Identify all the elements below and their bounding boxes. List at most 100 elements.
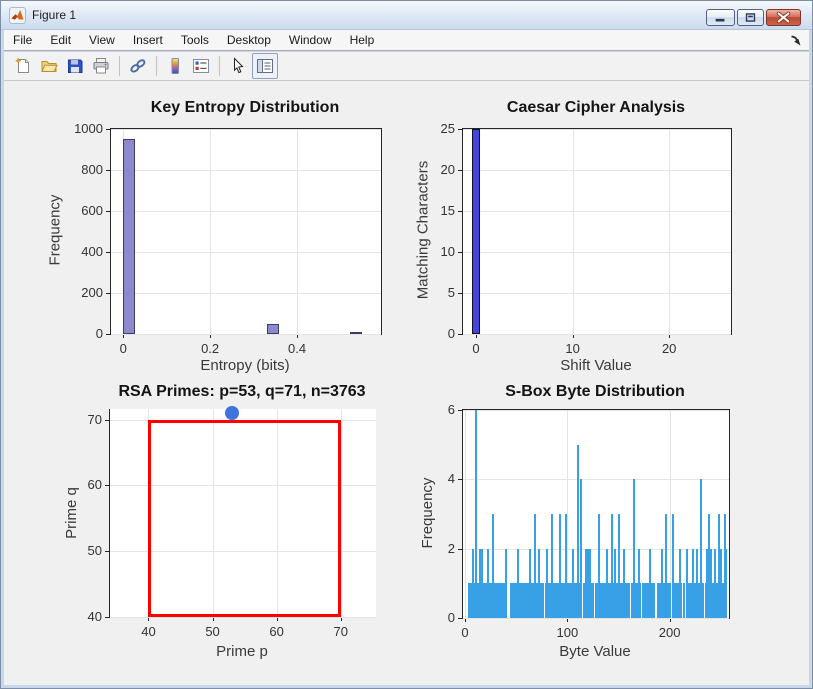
x-tick-label: 0.2	[201, 341, 220, 356]
data-bar	[674, 583, 677, 618]
data-bar	[638, 548, 641, 618]
y-tick	[105, 551, 110, 553]
data-bar	[723, 583, 726, 618]
data-bar	[705, 548, 708, 618]
save-figure-button[interactable]	[63, 54, 87, 78]
data-bar	[710, 548, 713, 618]
data-bar	[551, 514, 554, 618]
new-figure-button[interactable]	[11, 54, 35, 78]
data-bar	[510, 583, 513, 618]
y-gridline	[463, 211, 731, 212]
y-gridline	[463, 410, 729, 411]
edit-plot-button[interactable]	[226, 54, 250, 78]
title-bar[interactable]: Figure 1	[1, 1, 812, 30]
menu-bar: File Edit View Insert Tools Desktop Wind…	[4, 30, 809, 51]
legend-icon	[193, 59, 209, 73]
data-bar	[569, 583, 572, 618]
menu-window[interactable]: Window	[288, 33, 332, 47]
x-tick	[212, 617, 214, 621]
x-gridline	[669, 410, 671, 618]
menu-desktop[interactable]: Desktop	[226, 33, 271, 47]
y-axis-label: Frequency	[419, 477, 436, 549]
data-bar	[494, 583, 497, 618]
minimize-button[interactable]	[706, 9, 735, 26]
data-bar	[712, 583, 715, 618]
x-tick-label: 0	[461, 625, 469, 640]
data-bar	[559, 583, 562, 618]
menu-edit[interactable]: Edit	[50, 33, 72, 47]
y-gridline	[110, 617, 376, 618]
y-gridline	[111, 293, 381, 294]
print-figure-button[interactable]	[89, 54, 113, 78]
y-tick	[106, 293, 111, 294]
y-tick	[105, 419, 110, 421]
data-bar	[489, 583, 492, 618]
data-bar	[587, 548, 590, 618]
y-gridline	[111, 334, 381, 335]
x-tick	[123, 334, 125, 338]
data-bar	[610, 514, 613, 618]
link-plot-button[interactable]	[126, 54, 150, 78]
close-button[interactable]	[766, 9, 801, 26]
data-bar	[535, 583, 538, 618]
data-bar	[545, 583, 548, 618]
rsa-data-point	[224, 405, 239, 420]
insert-colorbar-button[interactable]	[163, 54, 187, 78]
data-bar	[470, 583, 473, 618]
data-bar	[661, 583, 664, 618]
menu-file[interactable]: File	[13, 33, 33, 47]
menu-tools[interactable]: Tools	[180, 33, 209, 47]
data-bar	[688, 583, 691, 618]
menu-view[interactable]: View	[89, 33, 115, 47]
data-bar	[531, 583, 534, 618]
plot-title: Key Entropy Distribution	[150, 99, 340, 116]
x-gridline	[669, 129, 671, 334]
y-gridline	[463, 334, 731, 335]
data-bar	[636, 583, 639, 618]
y-tick-label: 25	[440, 121, 455, 136]
x-gridline	[212, 409, 214, 617]
data-bar	[546, 548, 549, 618]
y-tick-label: 0	[95, 326, 103, 341]
y-gridline	[111, 129, 381, 130]
insert-legend-button[interactable]	[189, 54, 213, 78]
data-bar	[725, 548, 728, 618]
open-file-button[interactable]	[37, 54, 61, 78]
restore-button[interactable]	[737, 9, 764, 26]
x-tick-label: 60	[269, 624, 284, 639]
dock-figure-arrow-icon[interactable]	[789, 34, 802, 47]
menu-help[interactable]: Help	[349, 33, 375, 47]
data-bar	[699, 479, 702, 618]
data-bar	[608, 583, 611, 618]
data-bar	[539, 583, 542, 618]
data-bar	[597, 514, 600, 618]
y-gridline	[463, 129, 731, 130]
y-tick-label: 1000	[74, 121, 103, 136]
data-bar	[691, 548, 694, 618]
data-bar	[520, 583, 523, 618]
data-bar	[542, 583, 545, 618]
data-bar	[634, 583, 637, 618]
data-bar	[616, 583, 619, 618]
printer-icon	[93, 58, 109, 74]
data-bar	[478, 548, 481, 618]
plot-title: S-Box Byte Distribution	[505, 383, 685, 400]
y-tick	[458, 479, 463, 481]
y-gridline	[463, 618, 729, 619]
property-inspector-button[interactable]	[252, 53, 278, 79]
new-document-icon	[14, 57, 29, 73]
data-bar	[697, 583, 700, 618]
subplot-sbox-distribution: S-Box Byte Distribution 0 100 200 0 2 4 6 Byte…	[4, 81, 809, 685]
data-bar	[685, 548, 688, 618]
data-bar	[714, 548, 717, 618]
data-bar	[576, 583, 579, 618]
data-bar	[604, 583, 607, 618]
data-bar	[562, 583, 565, 618]
x-axis-label: Byte Value	[559, 643, 631, 660]
menu-insert[interactable]: Insert	[132, 33, 163, 47]
y-tick	[458, 211, 463, 212]
y-tick-label: 6	[447, 402, 455, 417]
data-bar	[641, 583, 644, 618]
data-bar	[571, 548, 574, 618]
matlab-logo-icon	[9, 7, 26, 24]
